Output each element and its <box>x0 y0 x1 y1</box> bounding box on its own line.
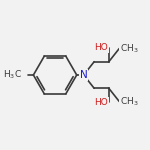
Text: CH$_3$: CH$_3$ <box>120 42 139 55</box>
Text: N: N <box>80 70 88 80</box>
Text: H$_3$C: H$_3$C <box>3 69 22 81</box>
Text: HO: HO <box>94 43 108 52</box>
Text: CH$_3$: CH$_3$ <box>120 95 139 108</box>
Text: HO: HO <box>94 98 108 107</box>
